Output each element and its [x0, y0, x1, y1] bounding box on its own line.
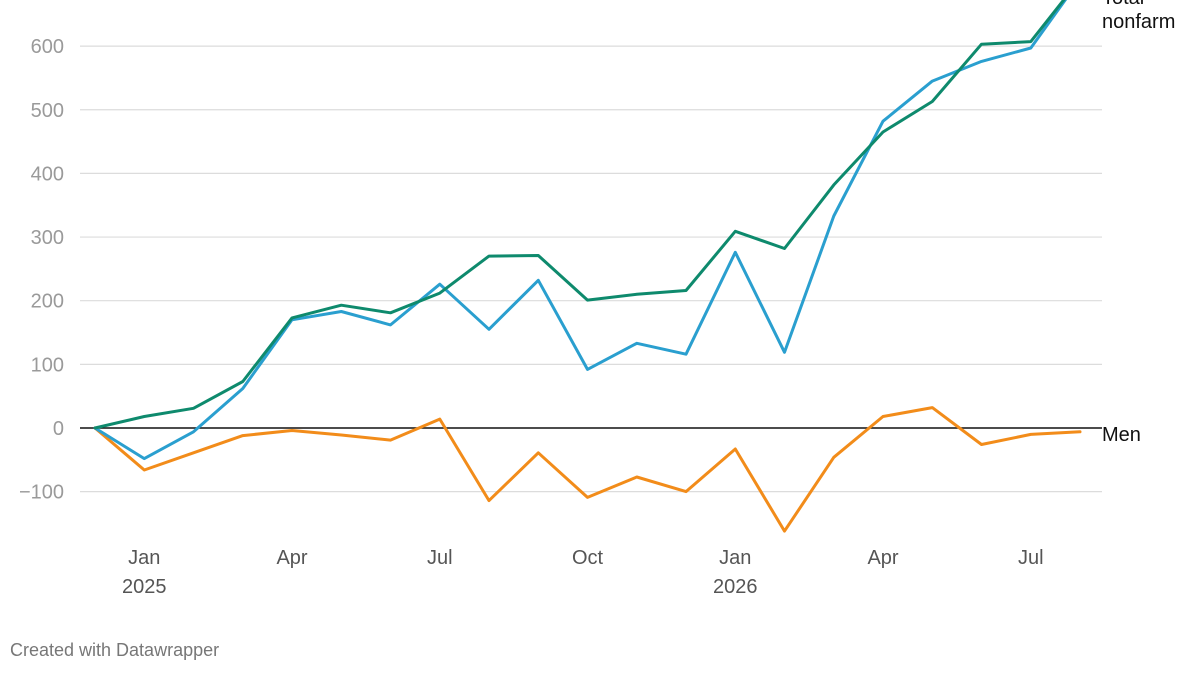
- y-tick-label: 0: [53, 418, 64, 440]
- x-tick-label: Apr: [867, 547, 898, 569]
- y-tick-label: 400: [31, 163, 64, 185]
- y-tick-label: −100: [19, 482, 64, 504]
- x-tick-label: Oct: [572, 547, 604, 569]
- x-tick-year-label: 2026: [713, 576, 758, 598]
- series-line-0: [93, 0, 1066, 430]
- x-tick-label: Jul: [427, 547, 453, 569]
- series-lines: [93, 0, 1082, 533]
- y-tick-label: 300: [31, 227, 64, 249]
- x-tick-label: Apr: [276, 547, 307, 569]
- series-label-line: Total: [1102, 0, 1144, 9]
- y-tick-label: 600: [31, 36, 64, 58]
- x-axis-tick-labels: Jan 2025 Apr Jul Oct Jan 2026 Apr Jul: [122, 547, 1044, 598]
- x-tick-label: Jan: [719, 547, 751, 569]
- series-line-1: [93, 0, 1068, 461]
- x-tick-year-label: 2025: [122, 576, 167, 598]
- y-axis-tick-labels: 600 500 400 300 200 100 0 −100: [19, 36, 64, 504]
- series-labels: Total nonfarm Men: [1102, 0, 1175, 446]
- y-tick-label: 100: [31, 354, 64, 376]
- y-tick-label: 500: [31, 100, 64, 122]
- x-tick-label: Jul: [1018, 547, 1044, 569]
- series-label-line: nonfarm: [1102, 11, 1175, 33]
- gridlines: [80, 45, 1102, 493]
- series-label-men: Men: [1102, 424, 1141, 446]
- series-line-2: [93, 406, 1082, 533]
- x-tick-label: Jan: [128, 547, 160, 569]
- y-tick-label: 200: [31, 291, 64, 313]
- datawrapper-credit: Created with Datawrapper: [10, 640, 220, 660]
- series-label-total-nonfarm: Total nonfarm: [1102, 0, 1175, 33]
